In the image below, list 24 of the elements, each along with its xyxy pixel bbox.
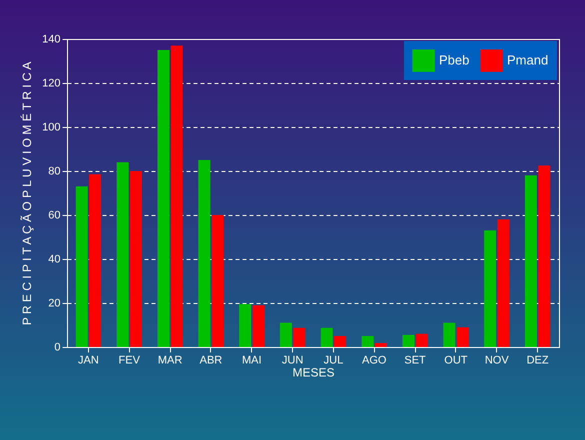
x-tick-label: SET <box>404 354 426 366</box>
x-tick-label: DEZ <box>526 354 549 366</box>
x-tick-label: MAR <box>158 354 182 366</box>
x-tick-label: JUN <box>282 354 304 366</box>
x-tick-label: MAI <box>242 354 262 366</box>
x-tick-label: AGO <box>362 354 387 366</box>
y-tick-label: 60 <box>48 210 60 222</box>
y-tick-label: 0 <box>54 342 60 354</box>
x-tick-label: NOV <box>484 354 510 366</box>
x-tick-label: OUT <box>444 354 468 366</box>
x-axis-title: MESES <box>292 366 335 380</box>
legend-label: Pmand <box>507 52 548 68</box>
x-tick-label: JUL <box>324 354 344 366</box>
x-tick-label: ABR <box>200 354 222 366</box>
x-tick-label: FEV <box>118 354 141 366</box>
y-tick-label: 40 <box>48 254 60 266</box>
y-axis-title: P R E C I P I T A Ç Ã O P L U V I O M É T R I C A <box>20 62 34 326</box>
x-tick-label: JAN <box>78 354 99 366</box>
legend-label: Pbeb <box>439 52 470 68</box>
y-tick-label: 120 <box>42 78 60 90</box>
y-tick-label: 80 <box>48 166 60 178</box>
y-tick-label: 100 <box>42 122 60 134</box>
y-tick-label: 140 <box>42 34 60 46</box>
y-tick-label: 20 <box>48 298 60 310</box>
